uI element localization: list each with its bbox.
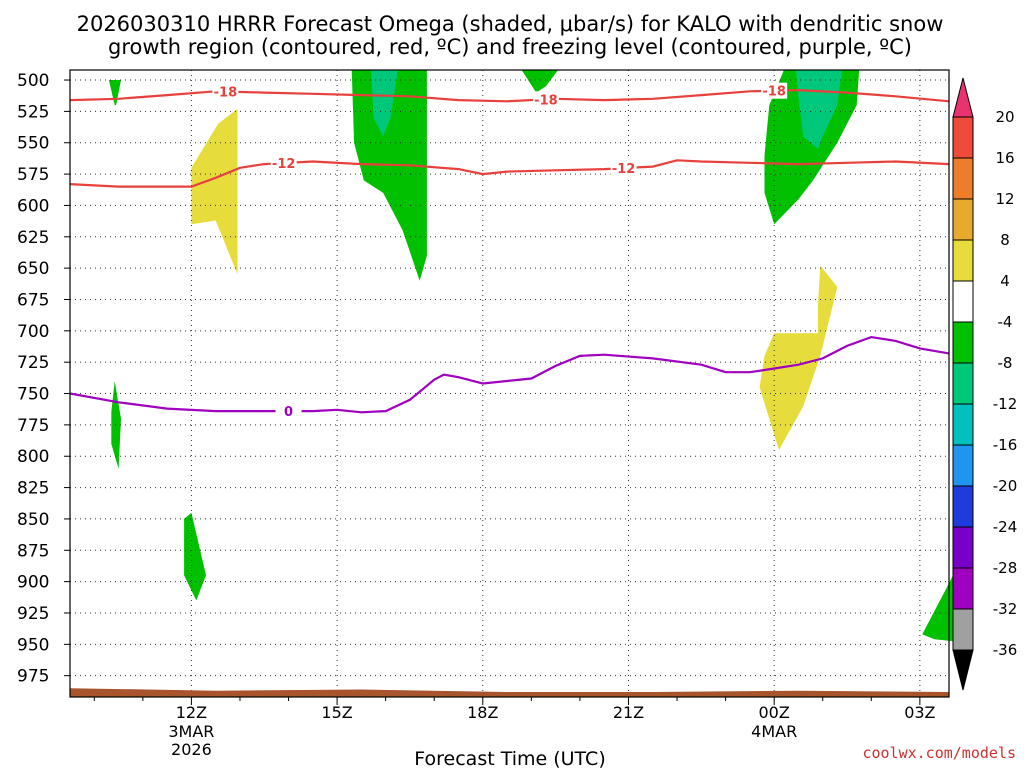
colorbar-bin-7	[952, 403, 974, 446]
y-axis: 500 525 550 575 600 625 650 675 700 725 750 775 800 8…	[17, 71, 70, 687]
y-tick-label-900: 900	[17, 573, 49, 593]
colorbar: 20 16 12 8 4 -4 -8 -12 -16 -20 -24 -28 -32 -36	[952, 77, 1018, 691]
y-tick-label-950: 950	[17, 635, 49, 655]
isotherm-minus-18-label-0: -18	[214, 86, 238, 101]
colorbar-label-3: 8	[1000, 231, 1010, 249]
colorbar-bin-12	[952, 608, 974, 651]
contour-layer: -18 -18 -18 -12 -12 0	[69, 82, 950, 420]
isotherm-minus-18-label-bg-1	[532, 91, 559, 108]
omega-region-rising-10z-upper	[108, 80, 121, 106]
isotherm-minus-12-label-1: -12	[612, 162, 636, 177]
terrain-band	[70, 688, 949, 697]
x-tick-label-12Z: 12Z	[176, 703, 207, 722]
y-tick-label-625: 625	[17, 228, 49, 248]
chart-title-line-2: growth region (contoured, red, ºC) and f…	[108, 35, 912, 59]
colorbar-bin-10	[952, 526, 974, 569]
x-tick-label-00Z: 00Z	[759, 703, 790, 722]
colorbar-label-7: -12	[993, 395, 1018, 413]
y-tick-label-925: 925	[17, 604, 49, 624]
isotherm-minus-18-label-2: -18	[762, 85, 786, 100]
colorbar-label-11: -28	[993, 559, 1018, 577]
colorbar-bin-0	[952, 116, 974, 159]
plot-area: -18 -18 -18 -12 -12 0 500 525 550 575 600 625 650 675…	[17, 69, 959, 759]
colorbar-bin-5	[952, 321, 974, 364]
colorbar-bin-1	[952, 157, 974, 200]
y-tick-label-525: 525	[17, 102, 49, 122]
colorbar-bin-11	[952, 567, 974, 610]
colorbar-bin-4	[952, 280, 974, 323]
y-tick-label-975: 975	[17, 667, 49, 687]
isotherm-minus-18-label-bg-0	[212, 83, 239, 100]
omega-shading-layer	[108, 70, 959, 642]
isotherm-minus-12-label-bg-1	[610, 160, 637, 177]
isotherm-minus-12-label-bg-0	[270, 155, 297, 172]
colorbar-bin-6	[952, 362, 974, 405]
isotherm-minus-18-label-1: -18	[534, 93, 558, 108]
chart-title-line-1: 2026030310 HRRR Forecast Omega (shaded, …	[77, 12, 944, 36]
omega-region-rising-10z-mid	[111, 381, 121, 469]
x-tick-label-15Z: 15Z	[321, 703, 352, 722]
colorbar-label-6: -8	[998, 354, 1013, 372]
colorbar-label-2: 12	[995, 190, 1014, 208]
omega-region-rising-19z	[521, 70, 559, 93]
isotherm-zero-line	[69, 335, 950, 414]
omega-region-rising-16z-core	[371, 70, 398, 137]
y-tick-label-850: 850	[17, 510, 49, 530]
colorbar-label-13: -36	[993, 641, 1018, 659]
y-tick-label-825: 825	[17, 479, 49, 499]
y-tick-label-675: 675	[17, 290, 49, 310]
omega-region-rising-16z	[351, 70, 427, 281]
colorbar-label-10: -24	[993, 518, 1018, 536]
y-tick-label-700: 700	[17, 322, 49, 342]
y-tick-label-550: 550	[17, 134, 49, 154]
colorbar-bin-3	[952, 239, 974, 282]
colorbar-bottom-arrow	[952, 649, 974, 691]
x-tick-label-03Z: 03Z	[904, 703, 935, 722]
x-tick-date-12Z: 3MAR	[168, 722, 214, 741]
y-tick-label-875: 875	[17, 541, 49, 561]
y-tick-label-650: 650	[17, 259, 49, 279]
colorbar-bin-2	[952, 198, 974, 241]
isotherm-zero-label-bg-0	[275, 403, 302, 420]
colorbar-label-4: 4	[1000, 272, 1010, 290]
colorbar-label-12: -32	[993, 600, 1018, 618]
colorbar-label-0: 20	[995, 108, 1014, 126]
x-axis-label: Forecast Time (UTC)	[414, 748, 605, 768]
colorbar-top-arrow	[952, 77, 974, 118]
y-tick-label-800: 800	[17, 447, 49, 467]
y-tick-label-500: 500	[17, 71, 49, 91]
y-tick-label-600: 600	[17, 196, 49, 216]
x-tick-label-18Z: 18Z	[467, 703, 498, 722]
x-tick-year-12Z: 2026	[171, 740, 212, 759]
y-tick-label-775: 775	[17, 416, 49, 436]
plot-frame	[69, 69, 950, 698]
y-tick-label-750: 750	[17, 385, 49, 405]
x-tick-label-21Z: 21Z	[613, 703, 644, 722]
y-tick-label-725: 725	[17, 353, 49, 373]
colorbar-label-1: 16	[995, 149, 1014, 167]
colorbar-label-5: -4	[998, 313, 1013, 331]
omega-region-sinking-12z	[191, 108, 238, 275]
colorbar-bin-8	[952, 444, 974, 487]
isotherm-minus-18-label-bg-2	[761, 82, 788, 99]
colorbar-bin-9	[952, 485, 974, 528]
omega-region-rising-12z-low	[184, 512, 206, 601]
y-tick-label-575: 575	[17, 165, 49, 185]
colorbar-label-9: -20	[993, 477, 1018, 495]
isotherm-zero-label-0: 0	[284, 405, 293, 420]
credit-link[interactable]: coolwx.com/models	[862, 744, 1016, 762]
x-tick-date-00Z: 4MAR	[751, 722, 797, 741]
isotherm-minus-12-line	[69, 159, 950, 188]
colorbar-label-8: -16	[993, 436, 1018, 454]
isotherm-minus-12-label-0: -12	[272, 157, 296, 172]
omega-region-sinking-00z	[759, 265, 838, 450]
